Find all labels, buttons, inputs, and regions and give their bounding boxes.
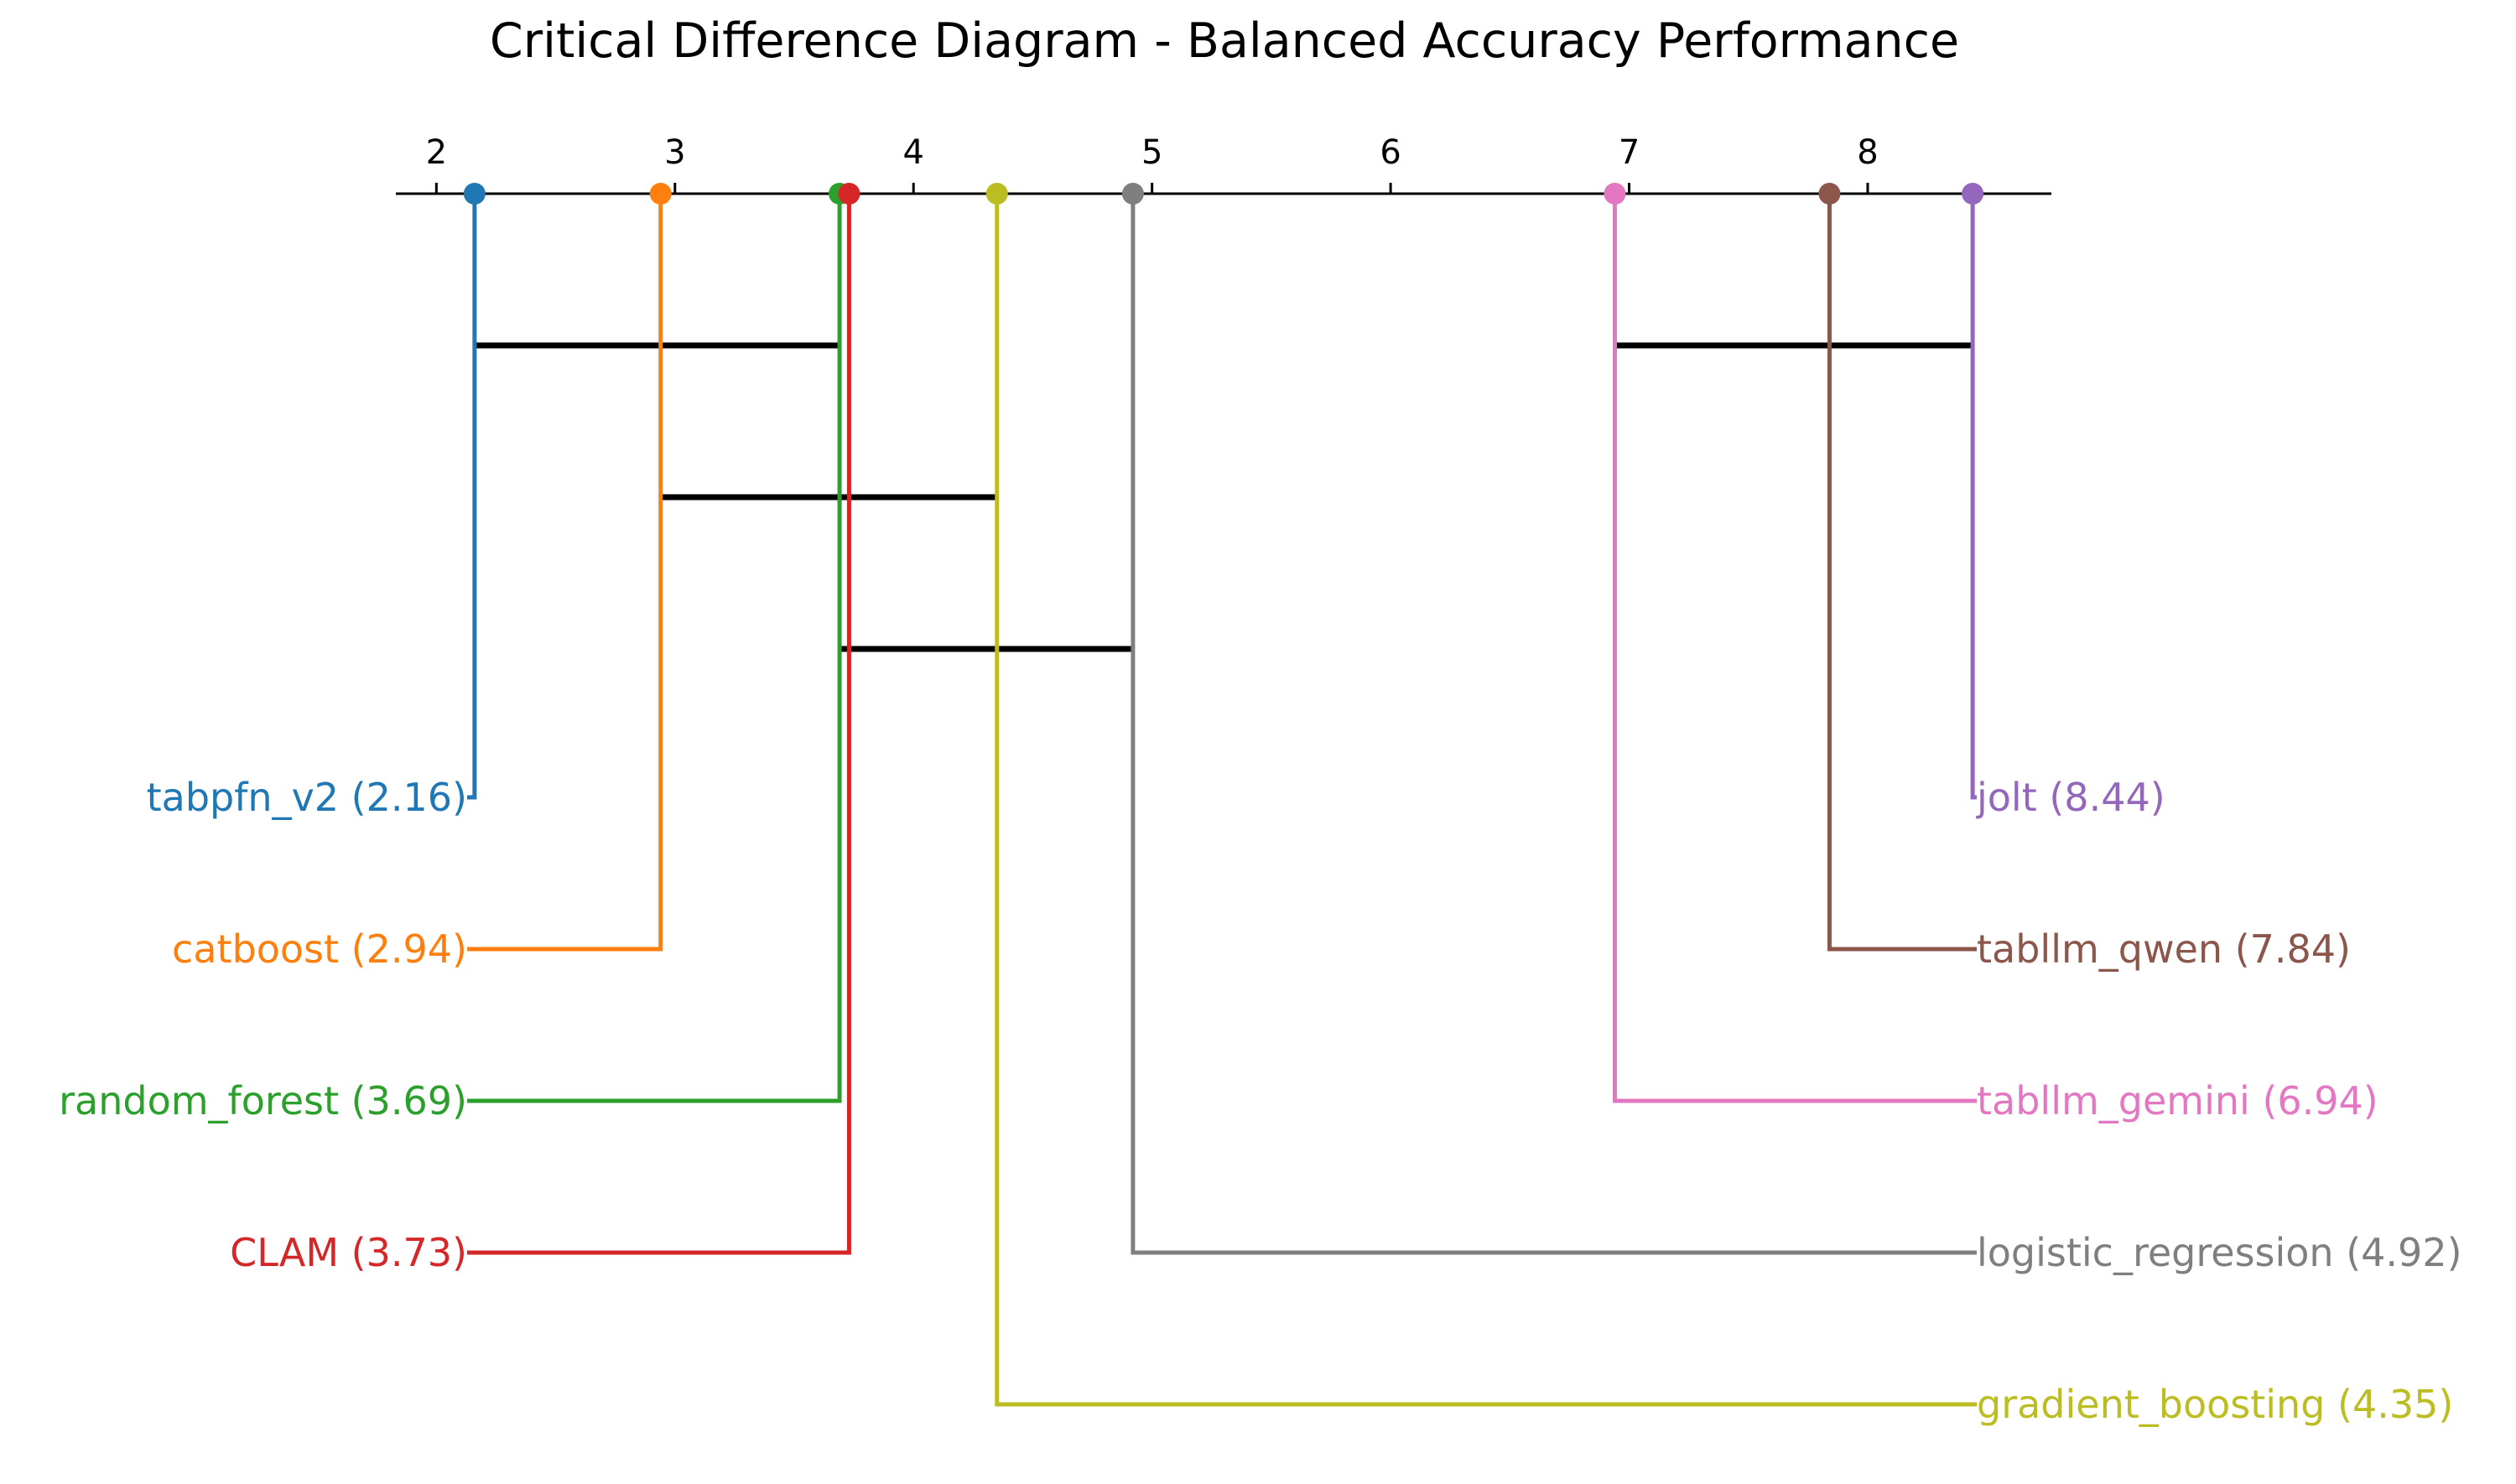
connector-tabllm_gemini	[1612, 194, 1977, 1103]
method-labels: tabpfn_v2 (2.16) catboost (2.94) random_fo…	[59, 775, 2461, 1427]
method-label-tabpfn_v2: tabpfn_v2 (2.16)	[147, 775, 467, 820]
rank-marker-catboost	[649, 183, 672, 205]
connector-CLAM	[467, 194, 851, 1255]
method-label-tabllm_gemini: tabllm_gemini (6.94)	[1977, 1078, 2378, 1123]
axis-tick-label: 6	[1380, 133, 1401, 172]
connector-catboost	[467, 194, 663, 952]
connector-gradient_boosting	[995, 194, 1977, 1407]
method-label-logistic_regression: logistic_regression (4.92)	[1977, 1230, 2462, 1275]
method-label-jolt: jolt (8.44)	[1976, 775, 2165, 820]
axis-tick-label: 5	[1141, 133, 1162, 172]
method-label-catboost: catboost (2.94)	[172, 926, 467, 972]
axis-tick-label: 4	[903, 133, 924, 172]
connector-jolt	[1970, 194, 1977, 800]
rank-marker-logistic_regression	[1121, 183, 1144, 205]
connector-tabllm_qwen	[1827, 194, 1977, 952]
rank-marker-tabllm_qwen	[1818, 183, 1841, 205]
method-markers	[463, 183, 1984, 205]
connector-random_forest	[467, 194, 842, 1103]
axis-tick-label: 2	[426, 133, 447, 172]
method-label-random_forest: random_forest (3.69)	[59, 1078, 467, 1123]
connector-logistic_regression	[1131, 194, 1977, 1255]
axis-tick-label: 3	[664, 133, 685, 172]
rank-marker-CLAM	[838, 183, 860, 205]
rank-marker-jolt	[1962, 183, 1984, 205]
connector-tabpfn_v2	[467, 194, 477, 800]
axis-ticks: 2 3 4 5 6 7 8	[426, 133, 1879, 194]
rank-marker-gradient_boosting	[985, 183, 1008, 205]
method-label-gradient_boosting: gradient_boosting (4.35)	[1977, 1382, 2453, 1427]
chart-title: Critical Difference Diagram - Balanced A…	[490, 13, 1959, 69]
method-connectors	[467, 194, 1977, 1407]
axis-tick-label: 7	[1619, 133, 1640, 172]
method-label-CLAM: CLAM (3.73)	[230, 1230, 467, 1275]
rank-marker-tabllm_gemini	[1604, 183, 1626, 205]
axis-tick-label: 8	[1857, 133, 1878, 172]
rank-marker-tabpfn_v2	[463, 183, 486, 205]
clique-bars	[474, 342, 1973, 652]
method-label-tabllm_qwen: tabllm_qwen (7.84)	[1977, 926, 2351, 972]
